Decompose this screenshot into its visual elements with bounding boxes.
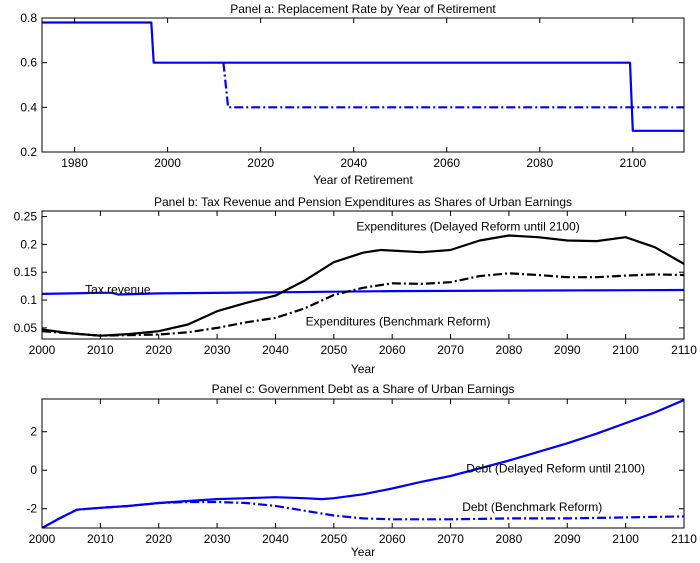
panel-b-x-tick-label: 2090	[554, 343, 581, 357]
panel-b-x-axis-label: Year	[351, 362, 375, 376]
panel-a-series-1-line	[42, 21, 684, 132]
panel-c-x-tick-label: 2030	[204, 532, 231, 546]
panel-c-x-tick-label: 2050	[320, 532, 347, 546]
panel-c-y-tick-label: 2	[30, 425, 37, 439]
panel-b-x-tick-label: 2060	[379, 343, 406, 357]
panel-c: Panel c: Government Debt as a Share of U…	[26, 382, 697, 559]
panel-b-y-tick-label: 0.15	[14, 265, 38, 279]
panel-b-series-3-line	[42, 272, 684, 337]
panel-b-title: Panel b: Tax Revenue and Pension Expendi…	[154, 195, 572, 209]
panel-a-x-tick-label: 2100	[619, 156, 646, 170]
panel-c-x-tick-label: 2080	[496, 532, 523, 546]
panel-b-y-tick-label: 0.25	[14, 210, 38, 224]
panel-b-x-tick-label: 2010	[87, 343, 114, 357]
panel-c-x-tick-label: 2110	[671, 532, 697, 546]
panel-b-y-tick-label: 0.2	[20, 237, 37, 251]
panel-b-annotation-2: Tax revenue	[85, 282, 151, 296]
panel-c-x-tick-label: 2020	[145, 532, 172, 546]
panel-b-x-tick-label: 2020	[145, 343, 172, 357]
panel-c-x-axis-label: Year	[351, 545, 375, 559]
panel-b-y-tick-label: 0.05	[14, 321, 38, 335]
panel-c-y-tick-label: -2	[26, 502, 37, 516]
panel-b-y-tick-label: 0.1	[20, 293, 37, 307]
panel-a-x-tick-label: 2040	[340, 156, 367, 170]
panel-c-axes-box	[41, 398, 685, 529]
panel-a-x-tick-label: 2020	[247, 156, 274, 170]
panel-b-x-tick-label: 2040	[262, 343, 289, 357]
panel-a-x-tick-label: 1980	[61, 156, 88, 170]
panel-c-x-tick-label: 2070	[437, 532, 464, 546]
panel-b-series-1-line	[42, 288, 684, 296]
panel-c-x-tick-label: 2010	[87, 532, 114, 546]
panel-b-x-tick-label: 2070	[437, 343, 464, 357]
panel-a-x-tick-label: 2000	[154, 156, 181, 170]
panel-a-title: Panel a: Replacement Rate by Year of Ret…	[230, 2, 496, 16]
panel-b-series-2-line	[42, 234, 684, 337]
panel-c-x-tick-label: 2100	[612, 532, 639, 546]
panel-c-x-tick-label: 2090	[554, 532, 581, 546]
panel-a: Panel a: Replacement Rate by Year of Ret…	[20, 2, 685, 187]
panel-b-x-tick-label: 2080	[496, 343, 523, 357]
panel-c-series-1-line	[42, 399, 684, 528]
panel-a-x-tick-label: 2080	[526, 156, 553, 170]
panel-c-annotation-1: Debt (Delayed Reform until 2100)	[466, 461, 645, 475]
panel-b-x-tick-label: 2050	[320, 343, 347, 357]
panel-c-x-tick-label: 2060	[379, 532, 406, 546]
panel-a-y-tick-label: 0.4	[20, 100, 37, 114]
panel-b-annotation-1: Expenditures (Delayed Reform until 2100)	[356, 220, 579, 234]
panel-a-x-tick-label: 2060	[433, 156, 460, 170]
panel-b-x-tick-label: 2100	[612, 343, 639, 357]
panel-b-x-tick-label: 2110	[671, 343, 697, 357]
panel-a-axes-box	[41, 17, 685, 153]
panel-b-axes-box	[41, 210, 685, 340]
panel-c-annotation-2: Debt (Benchmark Reform)	[462, 500, 602, 514]
panel-a-series-2-line	[222, 62, 684, 109]
panel-a-x-axis-label: Year of Retirement	[313, 173, 413, 187]
panel-b-annotation-3: Expenditures (Benchmark Reform)	[306, 315, 491, 329]
panel-c-series-2-line	[42, 500, 684, 528]
panel-a-y-tick-label: 0.8	[20, 11, 37, 25]
panel-c-title: Panel c: Government Debt as a Share of U…	[212, 382, 515, 396]
panel-b: Panel b: Tax Revenue and Pension Expendi…	[14, 195, 698, 376]
panel-c-x-tick-label: 2040	[262, 532, 289, 546]
panel-b-x-tick-label: 2030	[204, 343, 231, 357]
panel-a-y-tick-label: 0.2	[20, 145, 37, 159]
panel-b-x-tick-label: 2000	[29, 343, 56, 357]
panel-a-y-tick-label: 0.6	[20, 56, 37, 70]
panel-c-y-tick-label: 0	[30, 463, 37, 477]
panel-c-x-tick-label: 2000	[29, 532, 56, 546]
